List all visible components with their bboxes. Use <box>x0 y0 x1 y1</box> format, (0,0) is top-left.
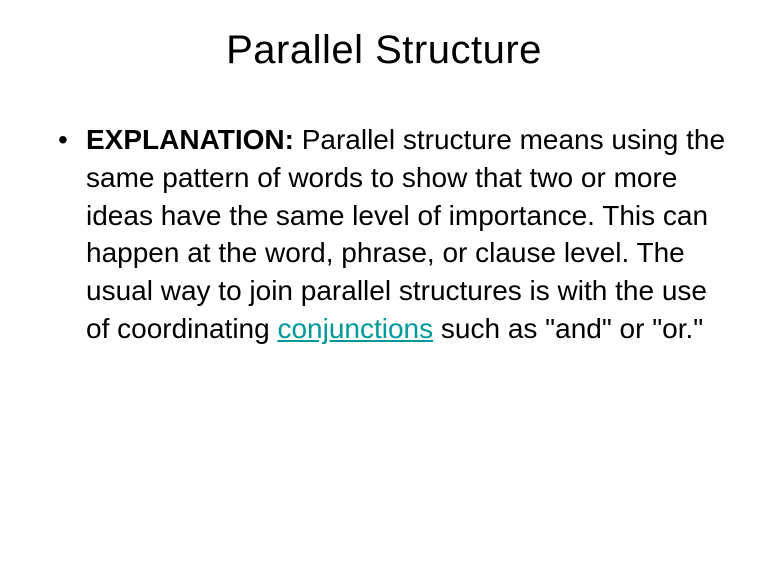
bullet-item-explanation: EXPLANATION: Parallel structure means us… <box>58 121 728 348</box>
bullet-list: EXPLANATION: Parallel structure means us… <box>40 121 728 348</box>
explanation-label: EXPLANATION: <box>86 124 294 155</box>
slide-title: Parallel Structure <box>40 28 728 73</box>
explanation-text-after: such as "and" or "or." <box>433 313 703 344</box>
conjunctions-link[interactable]: conjunctions <box>277 313 433 344</box>
explanation-text-before: Parallel structure means using the same … <box>86 124 725 344</box>
